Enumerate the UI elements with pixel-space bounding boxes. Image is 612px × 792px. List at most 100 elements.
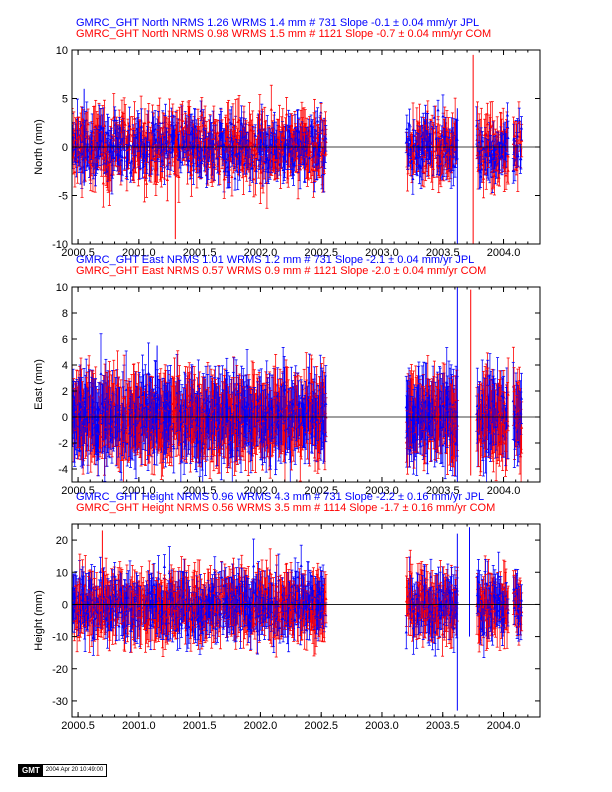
data-point-com bbox=[101, 181, 105, 185]
data-point-com bbox=[311, 168, 316, 172]
data-point-com bbox=[512, 134, 517, 138]
data-point-jpl bbox=[266, 169, 270, 173]
chart-panel-east: GMRC_GHT East NRMS 1.01 WRMS 1.2 mm # 73… bbox=[33, 254, 541, 497]
data-point-jpl bbox=[254, 169, 258, 173]
data-point-com bbox=[167, 119, 172, 123]
data-point-jpl bbox=[436, 108, 440, 112]
x-tick-label: 2002.5 bbox=[304, 247, 338, 259]
data-point-com bbox=[309, 149, 313, 153]
data-point-com bbox=[485, 122, 489, 126]
data-point-com bbox=[234, 124, 238, 128]
data-point-jpl bbox=[212, 142, 216, 146]
x-tick-label: 2001.0 bbox=[122, 247, 156, 259]
chart-title-line: GMRC_GHT North NRMS 1.26 WRMS 1.4 mm # 7… bbox=[76, 17, 479, 29]
data-point-jpl bbox=[265, 132, 269, 136]
data-point-com bbox=[252, 177, 256, 181]
data-point-jpl bbox=[93, 173, 98, 177]
data-point-jpl bbox=[233, 176, 237, 180]
data-point-jpl bbox=[511, 169, 515, 173]
data-point-com bbox=[258, 181, 262, 185]
data-point-com bbox=[165, 178, 169, 182]
data-point-jpl bbox=[505, 113, 510, 117]
data-point-com bbox=[147, 120, 151, 124]
y-tick-label: -5 bbox=[58, 191, 68, 203]
data-point-jpl bbox=[519, 157, 523, 161]
data-point-com bbox=[258, 117, 262, 121]
data-point-com bbox=[143, 121, 147, 125]
data-point-jpl bbox=[307, 156, 312, 160]
chart-panel-north: GMRC_GHT North NRMS 1.26 WRMS 1.4 mm # 7… bbox=[33, 17, 541, 259]
data-point-jpl bbox=[193, 123, 197, 127]
data-point-jpl bbox=[160, 159, 164, 163]
data-point-jpl bbox=[122, 147, 127, 151]
data-point-jpl bbox=[506, 136, 510, 140]
data-point-jpl bbox=[517, 118, 521, 122]
data-point-jpl bbox=[405, 127, 409, 131]
data-point-jpl bbox=[242, 162, 246, 166]
data-point-jpl bbox=[442, 154, 446, 158]
data-point-jpl bbox=[230, 122, 234, 126]
data-point-jpl bbox=[516, 154, 520, 158]
data-point-jpl bbox=[516, 134, 520, 138]
data-point-com bbox=[230, 175, 234, 179]
data-point-jpl bbox=[316, 119, 320, 123]
data-point-com bbox=[120, 114, 124, 118]
data-point-jpl bbox=[272, 131, 276, 135]
x-tick-label: 2002.0 bbox=[244, 247, 278, 259]
data-point-com bbox=[492, 132, 496, 136]
y-tick-label: 0 bbox=[62, 142, 68, 154]
data-layer bbox=[72, 54, 524, 244]
data-point-jpl bbox=[519, 126, 524, 130]
data-point-jpl bbox=[127, 124, 132, 128]
data-point-jpl bbox=[250, 166, 255, 170]
data-point-com bbox=[203, 123, 207, 127]
data-point-jpl bbox=[120, 155, 124, 159]
data-point-com bbox=[128, 147, 132, 151]
data-point-jpl bbox=[228, 120, 232, 124]
data-point-com bbox=[504, 173, 508, 177]
data-point-com bbox=[269, 107, 273, 111]
data-point-com bbox=[177, 117, 181, 121]
data-point-jpl bbox=[200, 161, 204, 165]
data-point-jpl bbox=[480, 167, 484, 171]
data-point-com bbox=[189, 172, 194, 176]
y-tick-label: 10 bbox=[56, 45, 68, 57]
data-point-com bbox=[218, 169, 222, 173]
data-point-com bbox=[422, 170, 426, 174]
data-point-com bbox=[432, 149, 436, 153]
data-point-com bbox=[144, 181, 149, 185]
data-point-com bbox=[177, 174, 181, 178]
data-layer bbox=[72, 287, 524, 482]
y-axis-label: North (mm) bbox=[33, 119, 45, 175]
x-tick-label: 2000.5 bbox=[61, 247, 95, 259]
data-point-jpl bbox=[411, 176, 415, 180]
data-point-jpl bbox=[212, 165, 216, 169]
data-point-com bbox=[227, 117, 231, 121]
x-tick-label: 2003.5 bbox=[426, 247, 460, 259]
data-point-jpl bbox=[314, 128, 318, 132]
y-axis-label: East (mm) bbox=[33, 359, 45, 410]
data-point-jpl bbox=[407, 153, 411, 157]
chart-title-line: GMRC_GHT East NRMS 1.01 WRMS 1.2 mm # 73… bbox=[76, 254, 474, 266]
data-point-jpl bbox=[451, 163, 455, 167]
x-tick-label: 2001.5 bbox=[183, 247, 217, 259]
data-point-jpl bbox=[407, 122, 412, 126]
x-tick-label: 2003.0 bbox=[365, 247, 399, 259]
data-point-com bbox=[73, 170, 77, 174]
data-point-jpl bbox=[432, 115, 436, 119]
chart-title-line: GMRC_GHT East NRMS 0.57 WRMS 0.9 mm # 11… bbox=[76, 265, 486, 277]
data-point-com bbox=[489, 124, 493, 128]
data-point-jpl bbox=[109, 142, 113, 146]
data-point-com bbox=[123, 122, 127, 126]
data-point-jpl bbox=[412, 133, 416, 137]
data-point-com bbox=[86, 122, 90, 126]
data-point-com bbox=[277, 124, 282, 128]
data-point-jpl bbox=[284, 141, 288, 145]
y-tick-label: -10 bbox=[52, 239, 68, 251]
data-point-com bbox=[181, 118, 185, 122]
data-point-jpl bbox=[179, 160, 183, 164]
data-point-jpl bbox=[139, 125, 144, 129]
x-tick-label: 2004.0 bbox=[487, 247, 521, 259]
y-tick-label: 5 bbox=[62, 94, 68, 106]
